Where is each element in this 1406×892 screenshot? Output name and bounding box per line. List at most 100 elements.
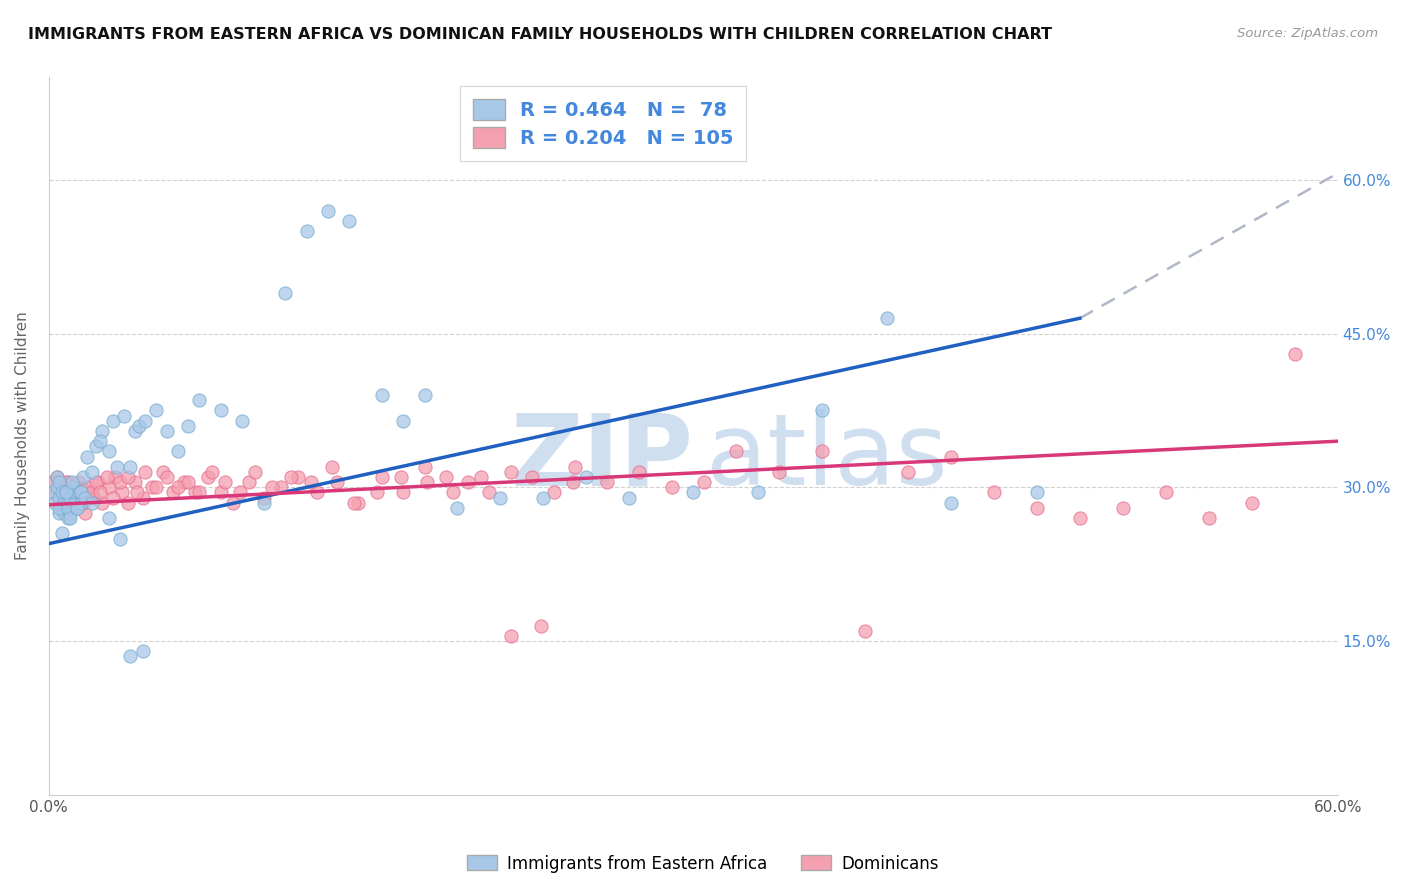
Point bbox=[876, 311, 898, 326]
Point bbox=[270, 480, 292, 494]
Point bbox=[108, 475, 131, 490]
Text: atlas: atlas bbox=[706, 409, 948, 506]
Point bbox=[347, 496, 370, 510]
Point bbox=[177, 475, 200, 490]
Point bbox=[156, 424, 179, 438]
Point bbox=[1284, 347, 1306, 361]
Point bbox=[564, 459, 586, 474]
Point bbox=[1069, 511, 1091, 525]
Point bbox=[48, 475, 70, 490]
Point bbox=[499, 465, 522, 479]
Legend: Immigrants from Eastern Africa, Dominicans: Immigrants from Eastern Africa, Dominica… bbox=[461, 848, 945, 880]
Point bbox=[76, 480, 98, 494]
Point bbox=[96, 470, 118, 484]
Point bbox=[1112, 500, 1135, 515]
Point bbox=[389, 470, 412, 484]
Point bbox=[91, 496, 114, 510]
Point bbox=[392, 414, 415, 428]
Point bbox=[56, 511, 79, 525]
Point bbox=[60, 500, 83, 515]
Point bbox=[446, 500, 468, 515]
Point bbox=[939, 450, 962, 464]
Point bbox=[343, 496, 366, 510]
Point bbox=[141, 480, 163, 494]
Point bbox=[42, 485, 65, 500]
Point bbox=[89, 485, 111, 500]
Point bbox=[59, 491, 82, 505]
Point bbox=[1154, 485, 1177, 500]
Point bbox=[1025, 500, 1047, 515]
Point bbox=[66, 496, 89, 510]
Point bbox=[132, 644, 155, 658]
Point bbox=[661, 480, 683, 494]
Point bbox=[60, 480, 83, 494]
Point bbox=[107, 459, 129, 474]
Point bbox=[67, 475, 90, 490]
Point bbox=[89, 434, 111, 449]
Point bbox=[229, 485, 252, 500]
Point bbox=[51, 500, 73, 515]
Point bbox=[51, 485, 73, 500]
Point bbox=[63, 491, 86, 505]
Point bbox=[67, 485, 90, 500]
Point bbox=[416, 475, 439, 490]
Point bbox=[84, 475, 107, 490]
Point bbox=[166, 480, 188, 494]
Point bbox=[575, 470, 598, 484]
Point bbox=[46, 480, 69, 494]
Point bbox=[91, 424, 114, 438]
Point bbox=[520, 470, 543, 484]
Point bbox=[222, 496, 245, 510]
Point bbox=[63, 485, 86, 500]
Point bbox=[478, 485, 501, 500]
Point bbox=[70, 496, 93, 510]
Point bbox=[145, 480, 167, 494]
Point bbox=[97, 444, 120, 458]
Point bbox=[231, 414, 253, 428]
Point bbox=[124, 475, 146, 490]
Point bbox=[1198, 511, 1220, 525]
Point bbox=[55, 485, 77, 500]
Point bbox=[983, 485, 1005, 500]
Point bbox=[112, 409, 135, 423]
Point bbox=[80, 465, 103, 479]
Point bbox=[173, 475, 195, 490]
Point bbox=[853, 624, 876, 638]
Point bbox=[413, 459, 436, 474]
Point bbox=[470, 470, 492, 484]
Text: IMMIGRANTS FROM EASTERN AFRICA VS DOMINICAN FAMILY HOUSEHOLDS WITH CHILDREN CORR: IMMIGRANTS FROM EASTERN AFRICA VS DOMINI… bbox=[28, 27, 1052, 42]
Point bbox=[56, 496, 79, 510]
Point bbox=[87, 475, 110, 490]
Point bbox=[55, 496, 77, 510]
Point bbox=[897, 465, 920, 479]
Point bbox=[42, 475, 65, 490]
Point bbox=[530, 618, 553, 632]
Point bbox=[128, 418, 150, 433]
Point bbox=[120, 459, 142, 474]
Point bbox=[59, 485, 82, 500]
Point bbox=[59, 511, 82, 525]
Point bbox=[44, 485, 66, 500]
Point bbox=[561, 475, 583, 490]
Point bbox=[214, 475, 236, 490]
Point bbox=[287, 470, 309, 484]
Point bbox=[83, 491, 105, 505]
Point bbox=[252, 496, 274, 510]
Point bbox=[125, 485, 148, 500]
Point bbox=[617, 491, 640, 505]
Point bbox=[252, 491, 274, 505]
Point bbox=[75, 491, 97, 505]
Point bbox=[97, 511, 120, 525]
Point bbox=[811, 444, 834, 458]
Text: Source: ZipAtlas.com: Source: ZipAtlas.com bbox=[1237, 27, 1378, 40]
Point bbox=[489, 491, 512, 505]
Text: ZIP: ZIP bbox=[510, 409, 693, 506]
Point bbox=[321, 459, 343, 474]
Point bbox=[370, 388, 392, 402]
Point bbox=[134, 414, 156, 428]
Point bbox=[108, 532, 131, 546]
Point bbox=[111, 485, 134, 500]
Point bbox=[499, 629, 522, 643]
Point bbox=[457, 475, 479, 490]
Point bbox=[51, 485, 73, 500]
